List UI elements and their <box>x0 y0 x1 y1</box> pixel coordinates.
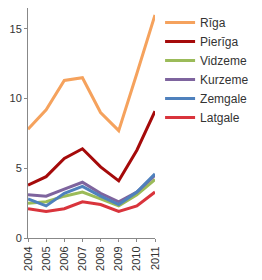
svg-text:10: 10 <box>10 92 22 104</box>
svg-text:0: 0 <box>16 232 22 244</box>
svg-text:Vidzeme: Vidzeme <box>200 54 247 68</box>
svg-text:2005: 2005 <box>40 246 52 270</box>
svg-text:2007: 2007 <box>76 246 88 270</box>
svg-text:Kurzeme: Kurzeme <box>200 73 248 87</box>
svg-text:2004: 2004 <box>22 246 34 270</box>
svg-text:Rīga: Rīga <box>200 16 226 30</box>
svg-text:Zemgale: Zemgale <box>200 92 247 106</box>
svg-text:2009: 2009 <box>112 246 124 270</box>
svg-text:2011: 2011 <box>149 246 161 270</box>
svg-text:2006: 2006 <box>58 246 70 270</box>
svg-text:Latgale: Latgale <box>200 111 240 125</box>
svg-text:2010: 2010 <box>130 246 142 270</box>
svg-text:2008: 2008 <box>94 246 106 270</box>
svg-text:15: 15 <box>10 23 22 35</box>
svg-text:5: 5 <box>16 162 22 174</box>
svg-text:Pierīga: Pierīga <box>200 35 238 49</box>
